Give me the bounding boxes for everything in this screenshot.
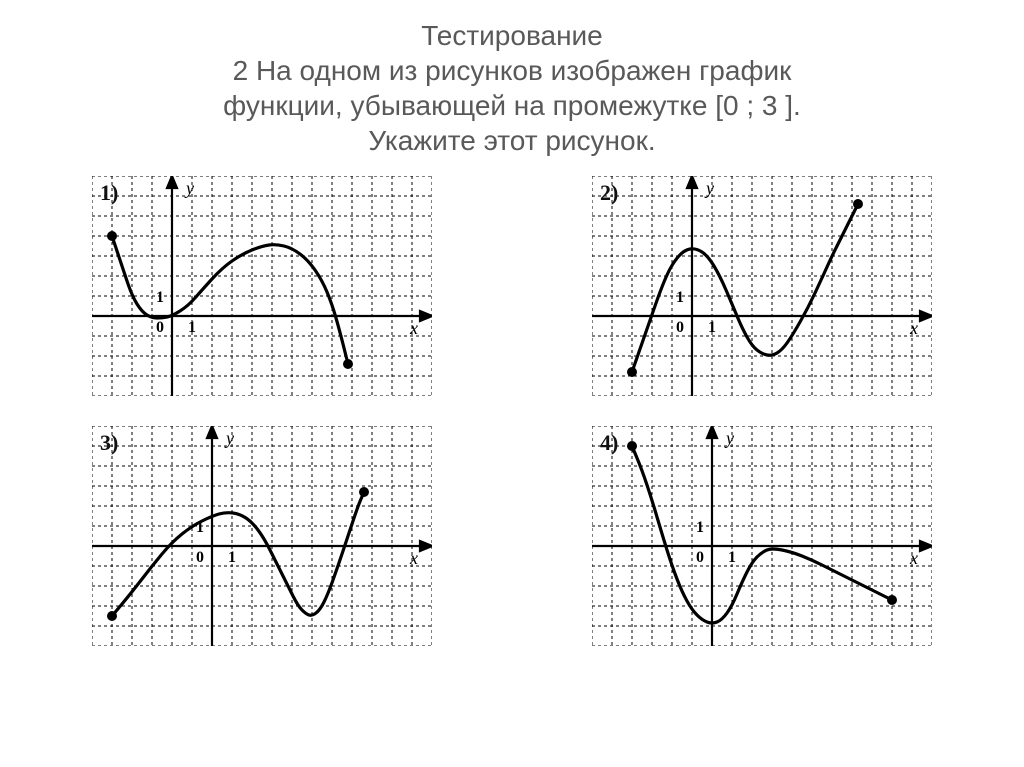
svg-text:1: 1 [728,549,736,566]
svg-text:x: x [909,548,918,568]
chart-label: 1) [100,180,118,206]
svg-text:1: 1 [188,319,196,336]
charts-grid: 1)011yx2)011yx3)011yx4)011yx [32,176,992,646]
svg-text:0: 0 [696,549,704,566]
chart-option-1[interactable]: 1) 0 1 1 y x [92,176,432,396]
svg-text:0: 0 [196,549,204,566]
svg-text:y: y [724,428,734,448]
svg-text:1: 1 [228,549,236,566]
chart-label: 2) [600,180,618,206]
title-line-1: Тестирование [72,18,952,53]
chart-option-4[interactable]: 4) 0 1 1 y x [592,426,932,646]
question-title: Тестирование 2 На одном из рисунков изоб… [72,18,952,158]
title-line-2: 2 На одном из рисунков изображен график [72,53,952,88]
svg-text:1: 1 [696,519,704,536]
page: Тестирование 2 На одном из рисунков изоб… [0,0,1024,767]
svg-text:x: x [409,318,418,338]
svg-text:x: x [409,548,418,568]
chart-plot: 011yx [92,426,432,646]
svg-text:y: y [704,178,714,198]
chart-option-3[interactable]: 3)011yx [92,426,432,646]
chart-option-2[interactable]: 2) 0 1 1 y x [592,176,932,396]
svg-text:y: y [224,428,234,448]
chart-plot: 0 1 1 y x [592,426,932,646]
svg-text:x: x [909,318,918,338]
chart-label: 3) [100,430,118,456]
svg-text:y: y [184,178,194,198]
title-line-3: функции, убывающей на промежутке [0 ; 3 … [72,88,952,123]
svg-text:0: 0 [676,319,684,336]
svg-text:1: 1 [708,319,716,336]
chart-plot: 0 1 1 y x [592,176,932,396]
chart-plot: 0 1 1 y x [92,176,432,396]
chart-label: 4) [600,430,618,456]
svg-text:1: 1 [676,289,684,306]
svg-text:1: 1 [156,289,164,306]
svg-text:0: 0 [156,319,164,336]
title-line-4: Укажите этот рисунок. [72,123,952,158]
